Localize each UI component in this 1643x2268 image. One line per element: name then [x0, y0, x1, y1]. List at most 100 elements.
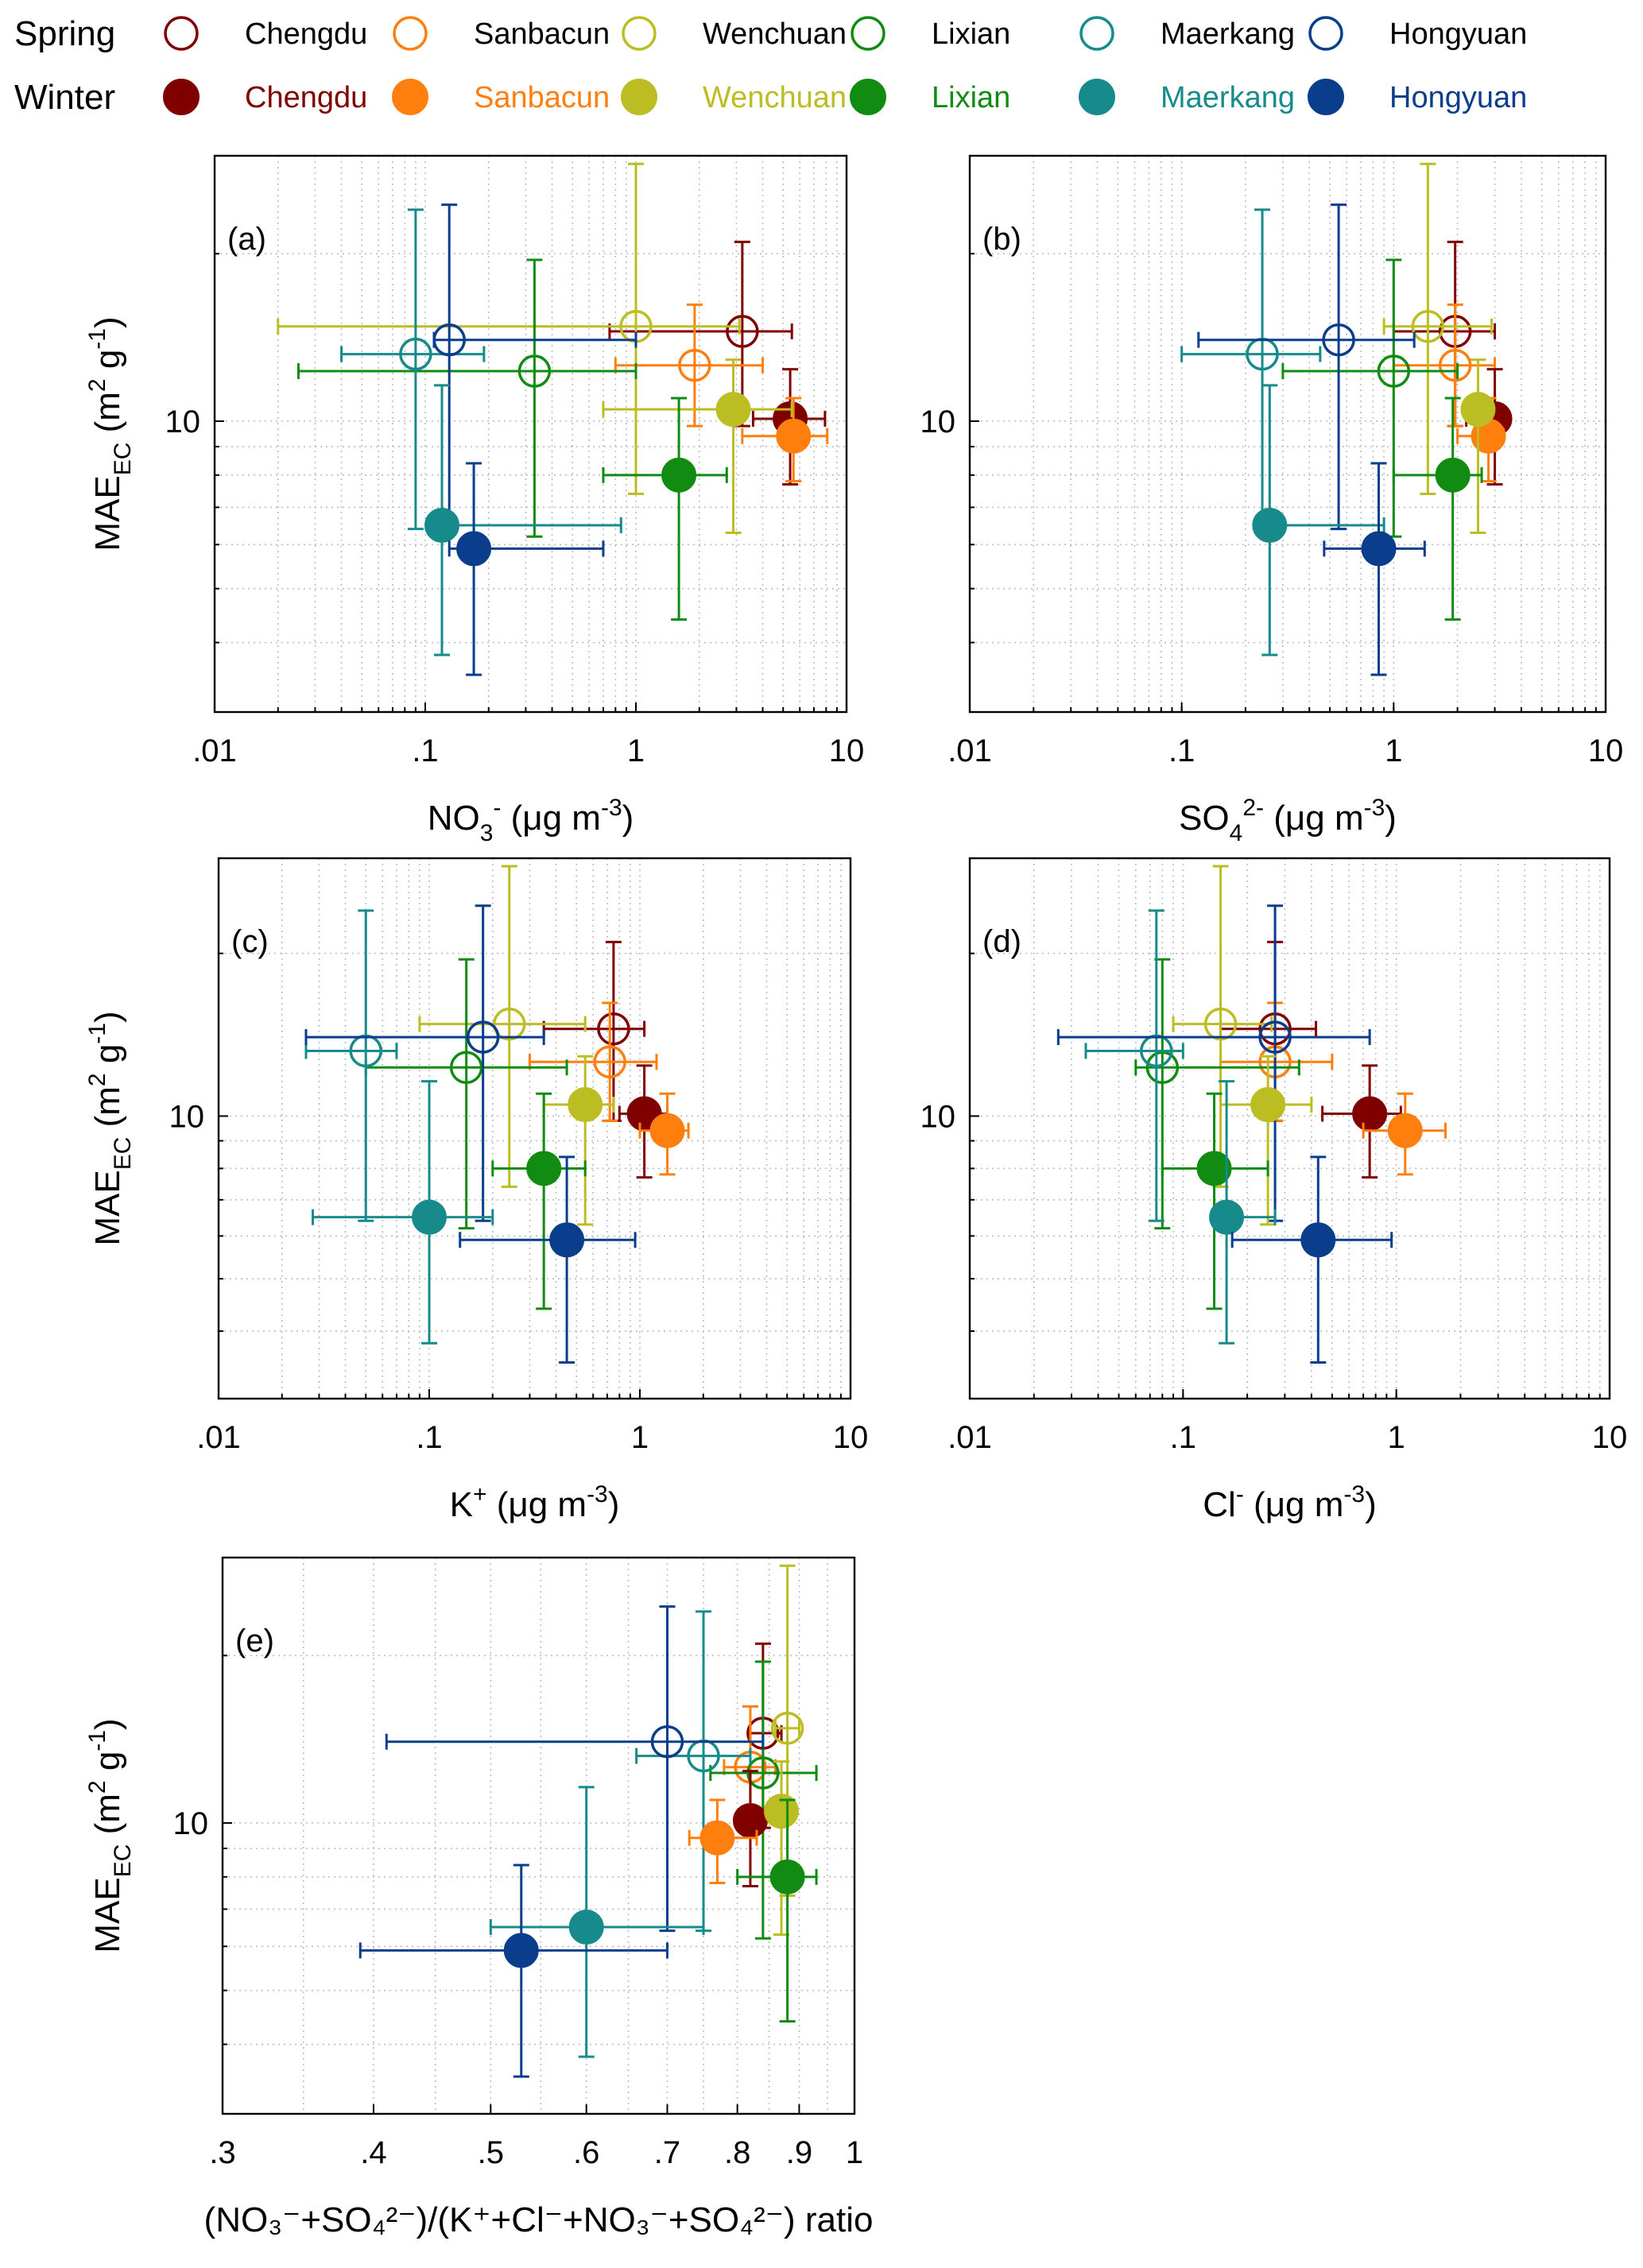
x-tick-label: 1	[631, 1420, 649, 1455]
error-bar-a-lixian-winter	[602, 397, 728, 621]
plot-frame-c	[217, 857, 852, 1400]
x-tick-label: 1	[846, 2135, 863, 2170]
legend-marker-spring-wenchuan	[622, 16, 657, 51]
legend-text-spring-hongyuan: Hongyuan	[1389, 17, 1527, 51]
error-bar-e-hongyuan-spring	[385, 1605, 765, 1933]
legend-spring-label: Spring	[14, 14, 115, 53]
x-tick-label: .6	[573, 2135, 599, 2170]
plot-frame-e	[221, 1556, 856, 2115]
x-tick-label: .4	[360, 2135, 386, 2170]
x-tick-label: .1	[1168, 733, 1195, 768]
x-tick-label: 1	[627, 733, 645, 768]
error-bar-b-hongyuan-spring	[1197, 203, 1416, 531]
point-a-chengdu-spring	[726, 315, 759, 348]
point-a-sanbacun-winter	[776, 418, 812, 454]
point-c-wenchuan-spring	[493, 1007, 526, 1041]
x-tick-label: .3	[209, 2135, 235, 2170]
panel-label-a: (a)	[227, 222, 266, 257]
x-tick-label: .01	[947, 1420, 992, 1455]
legend-marker-winter-sanbacun	[392, 79, 428, 115]
error-bar-b-lixian-winter	[1392, 397, 1483, 621]
x-tick-label: .7	[654, 2135, 680, 2170]
error-bar-d-lixian-spring	[1134, 958, 1300, 1230]
legend-text-winter-sanbacun: Sanbacun	[474, 81, 610, 114]
x-axis-label-b: SO42- (μg m-3)	[1179, 795, 1397, 846]
error-bar-c-hongyuan-spring	[304, 904, 545, 1222]
point-c-lixian-spring	[449, 1051, 483, 1085]
x-tick-label: .8	[724, 2135, 750, 2170]
error-bar-c-maerkang-spring	[304, 909, 398, 1222]
error-bar-a-wenchuan-winter	[602, 358, 793, 534]
point-a-lixian-spring	[517, 354, 552, 388]
point-d-wenchuan-spring	[1203, 1007, 1238, 1041]
legend-text-spring-sanbacun: Sanbacun	[474, 17, 610, 51]
error-bar-c-lixian-winter	[491, 1092, 587, 1310]
legend-text-winter-lixian: Lixian	[932, 81, 1010, 114]
point-a-hongyuan-spring	[432, 323, 466, 357]
legend-marker-winter-wenchuan	[621, 79, 657, 115]
point-b-maerkang-spring	[1246, 337, 1279, 371]
x-tick-label: .01	[196, 1420, 241, 1455]
legend: Spring Winter Chengdu Chengdu Sanbacun Sanb…	[14, 14, 1527, 117]
point-e-wenchuan-winter	[764, 1794, 800, 1829]
y-axis-label-e: MAEEC (m2 g-1)	[84, 1718, 136, 1953]
point-e-hongyuan-spring	[650, 1724, 684, 1759]
error-bar-c-hongyuan-winter	[459, 1155, 637, 1364]
plot-frame-a	[213, 154, 848, 714]
point-a-hongyuan-winter	[456, 531, 492, 567]
error-bar-e-maerkang-spring	[635, 1610, 752, 1933]
point-a-lixian-winter	[661, 457, 697, 493]
legend-marker-spring-maerkang	[1079, 16, 1114, 51]
y-tick-label: 10	[173, 1806, 209, 1841]
gridlines-b	[970, 156, 1606, 712]
legend-items: Chengdu Chengdu Sanbacun Sanbacun Wenchuan We…	[163, 16, 1527, 115]
panel-label-b: (b)	[982, 222, 1021, 257]
y-tick-label: 10	[920, 1099, 956, 1134]
x-axis-label-c: K+ (μg m-3)	[450, 1481, 620, 1524]
point-e-maerkang-spring	[687, 1739, 720, 1773]
legend-marker-winter-lixian	[850, 79, 886, 115]
point-d-lixian-winter	[1196, 1151, 1232, 1186]
point-c-maerkang-winter	[412, 1199, 447, 1235]
point-e-wenchuan-spring	[770, 1712, 804, 1745]
data-points-b	[1180, 162, 1513, 676]
legend-text-winter-hongyuan: Hongyuan	[1389, 81, 1527, 114]
point-d-chengdu-winter	[1352, 1096, 1388, 1132]
x-tick-label: .1	[1170, 1420, 1196, 1455]
error-bar-b-wenchuan-spring	[1382, 162, 1494, 496]
point-a-maerkang-spring	[399, 337, 432, 371]
y-axis-label-c: MAEEC (m2 g-1)	[84, 1011, 136, 1245]
point-a-wenchuan-winter	[715, 392, 751, 428]
plot-frame-d	[968, 857, 1611, 1400]
point-b-lixian-winter	[1435, 457, 1471, 493]
panel-label-e: (e)	[235, 1624, 274, 1658]
point-d-wenchuan-winter	[1250, 1087, 1286, 1123]
legend-marker-winter-hongyuan	[1308, 79, 1344, 115]
gridlines-c	[219, 858, 851, 1399]
panel-label-d: (d)	[982, 924, 1021, 959]
y-tick-label: 10	[165, 404, 201, 439]
x-axis-label-a: NO3- (μg m-3)	[428, 795, 634, 846]
error-bar-d-hongyuan-spring	[1056, 904, 1371, 1222]
x-tick-label: 10	[833, 1420, 869, 1455]
point-a-sanbacun-spring	[678, 348, 711, 382]
data-points-a	[277, 162, 829, 676]
error-bar-e-lixian-spring	[709, 1660, 818, 1940]
legend-marker-spring-hongyuan	[1308, 16, 1343, 51]
x-tick-label: .1	[416, 1420, 442, 1455]
point-c-lixian-winter	[526, 1151, 562, 1186]
error-bar-c-wenchuan-spring	[418, 865, 587, 1188]
point-e-lixian-winter	[769, 1859, 805, 1895]
point-d-hongyuan-spring	[1258, 1020, 1292, 1054]
point-c-hongyuan-winter	[549, 1222, 585, 1258]
x-axis-label-d: Cl- (μg m-3)	[1203, 1481, 1376, 1524]
legend-winter-label: Winter	[14, 78, 115, 117]
x-tick-label: 10	[829, 733, 865, 768]
error-bar-a-wenchuan-spring	[277, 162, 741, 496]
gridlines-a	[215, 156, 847, 712]
point-b-hongyuan-winter	[1361, 531, 1397, 567]
point-d-lixian-spring	[1145, 1051, 1180, 1085]
legend-text-spring-maerkang: Maerkang	[1161, 17, 1295, 51]
point-d-sanbacun-winter	[1387, 1113, 1423, 1148]
